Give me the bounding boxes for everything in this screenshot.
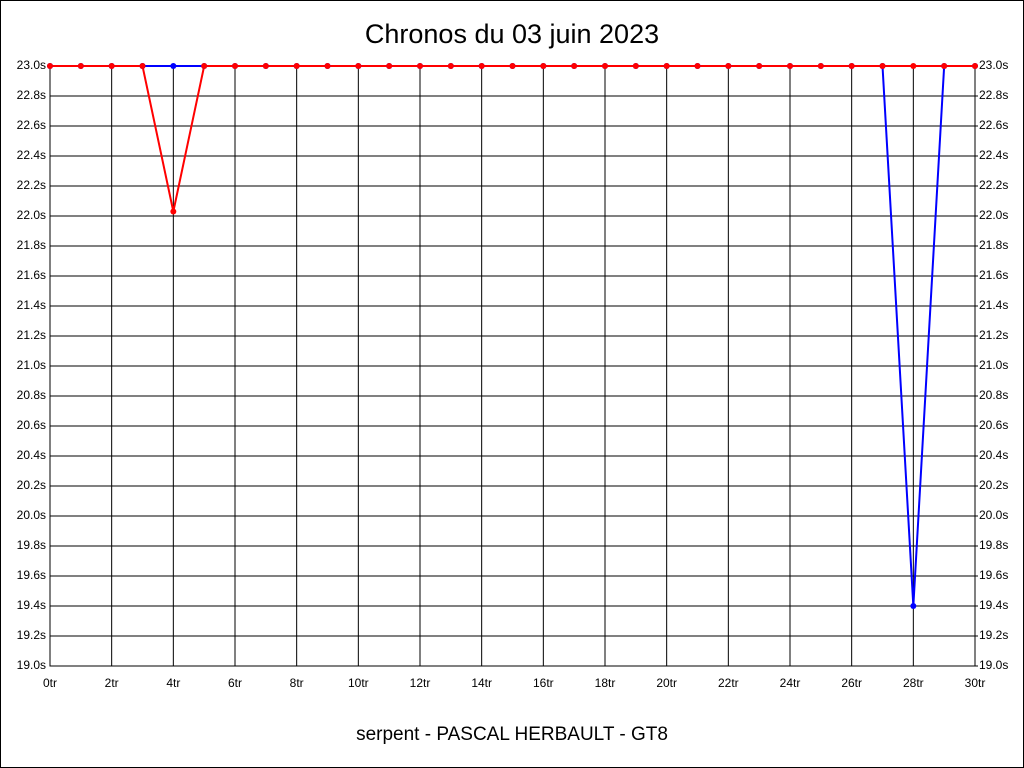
x-tick-label: 2tr [105, 676, 119, 690]
y2-tick-label: 22.4s [979, 148, 1008, 162]
x-tick-label: 30tr [965, 676, 986, 690]
y-tick-label: 22.4s [17, 148, 46, 162]
y2-tick-label: 19.6s [979, 568, 1008, 582]
x-tick-label: 24tr [780, 676, 801, 690]
point [540, 63, 547, 69]
x-tick-label: 10tr [348, 676, 369, 690]
point [447, 63, 454, 69]
x-tick-label: 18tr [595, 676, 616, 690]
chart-title: Chronos du 03 juin 2023 [365, 19, 659, 49]
point [509, 63, 516, 69]
y2-tick-label: 20.8s [979, 388, 1008, 402]
y2-tick-label: 20.4s [979, 448, 1008, 462]
x-tick-label: 6tr [228, 676, 242, 690]
x-tick-label: 4tr [166, 676, 180, 690]
point [478, 63, 485, 69]
y2-tick-label: 19.0s [979, 658, 1008, 672]
y2-tick-label: 19.8s [979, 538, 1008, 552]
y-tick-label: 20.8s [17, 388, 46, 402]
point [756, 63, 763, 69]
y-tick-label: 20.0s [17, 508, 46, 522]
point [417, 63, 423, 69]
x-tick-label: 28tr [903, 676, 924, 690]
y-tick-label: 21.2s [17, 328, 46, 342]
point [972, 63, 978, 69]
y-tick-label: 19.2s [17, 628, 46, 642]
y-tick-label: 20.2s [17, 478, 46, 492]
y2-tick-label: 19.4s [979, 598, 1008, 612]
point [47, 63, 53, 69]
y-tick-label: 19.8s [17, 538, 46, 552]
point [170, 208, 177, 215]
x-tick-label: 26tr [841, 676, 862, 690]
point [232, 63, 238, 69]
y-tick-label: 19.0s [17, 658, 46, 672]
point [602, 63, 608, 69]
y-tick-label: 19.6s [17, 568, 46, 582]
point [694, 63, 701, 69]
y2-tick-label: 22.8s [979, 88, 1008, 102]
y-tick-label: 21.0s [17, 358, 46, 372]
y-tick-label: 22.6s [17, 118, 46, 132]
point [941, 63, 948, 69]
y-tick-label: 20.6s [17, 418, 46, 432]
point [77, 63, 84, 69]
y2-tick-label: 20.6s [979, 418, 1008, 432]
y-tick-label: 22.0s [17, 208, 46, 222]
x-tick-label: 8tr [290, 676, 304, 690]
point [293, 63, 300, 69]
y2-tick-label: 21.6s [979, 268, 1008, 282]
point [725, 63, 732, 69]
point [848, 63, 855, 69]
y2-tick-label: 23.0s [979, 58, 1008, 72]
x-tick-label: 0tr [43, 676, 57, 690]
point [879, 63, 886, 69]
y-tick-label: 22.2s [17, 178, 46, 192]
y-tick-label: 21.6s [17, 268, 46, 282]
y-tick-label: 22.8s [17, 88, 46, 102]
y2-tick-label: 21.4s [979, 298, 1008, 312]
point [910, 603, 917, 609]
chart-subtitle: serpent - PASCAL HERBAULT - GT8 [356, 724, 668, 745]
point [386, 63, 393, 69]
x-tick-label: 14tr [471, 676, 492, 690]
point [817, 63, 824, 69]
x-tick-label: 22tr [718, 676, 739, 690]
x-tick-label: 20tr [656, 676, 677, 690]
y-tick-label: 21.8s [17, 238, 46, 252]
y2-tick-label: 22.0s [979, 208, 1008, 222]
point [108, 63, 115, 69]
point [663, 63, 670, 69]
y2-tick-label: 22.2s [979, 178, 1008, 192]
y-tick-label: 19.4s [17, 598, 46, 612]
x-tick-label: 16tr [533, 676, 554, 690]
y2-tick-label: 20.2s [979, 478, 1008, 492]
y-tick-label: 23.0s [17, 58, 46, 72]
point [787, 63, 793, 69]
x-tick-label: 12tr [410, 676, 431, 690]
y2-tick-label: 21.8s [979, 238, 1008, 252]
y-tick-label: 20.4s [17, 448, 46, 462]
point [571, 63, 578, 69]
point [355, 63, 362, 69]
y2-tick-label: 20.0s [979, 508, 1008, 522]
point [262, 63, 269, 69]
point [201, 63, 208, 69]
y2-tick-label: 22.6s [979, 118, 1008, 132]
point [170, 63, 177, 69]
point [632, 63, 639, 69]
point [139, 63, 146, 69]
y2-tick-label: 21.0s [979, 358, 1008, 372]
y-tick-label: 21.4s [17, 298, 46, 312]
y2-tick-label: 19.2s [979, 628, 1008, 642]
y2-tick-label: 21.2s [979, 328, 1008, 342]
point [910, 63, 917, 69]
point [324, 63, 331, 69]
